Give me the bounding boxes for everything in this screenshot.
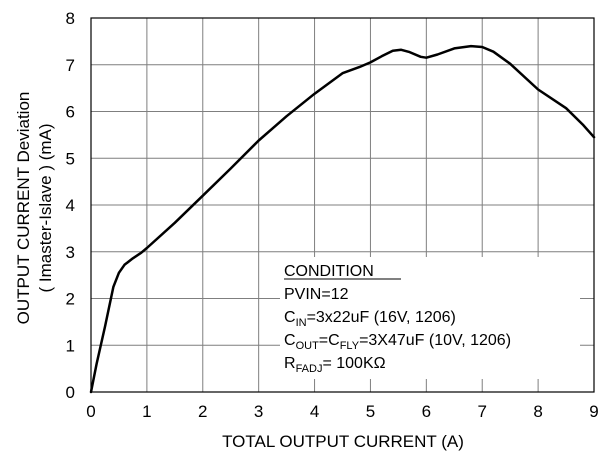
y-tick-label: 7 bbox=[66, 56, 75, 75]
condition-box: CONDITION PVIN=12 CIN=3x22uF (16V, 1206) CO… bbox=[280, 257, 580, 379]
plot-frame bbox=[90, 17, 595, 393]
x-tick-label: 0 bbox=[86, 402, 95, 421]
y-tick-label: 6 bbox=[66, 103, 75, 122]
y-axis-label-line-2: ( Imaster-Islave ) (mA) bbox=[36, 123, 55, 292]
x-tick-label: 4 bbox=[310, 402, 319, 421]
x-tick-labels: 0 1 2 3 4 5 6 7 8 9 bbox=[86, 402, 598, 421]
x-tick-label: 1 bbox=[142, 402, 151, 421]
y-axis-label: OUTPUT CURRENT Deviation ( Imaster-Islav… bbox=[14, 92, 55, 325]
y-tick-label: 5 bbox=[66, 149, 75, 168]
y-tick-labels: 0 1 2 3 4 5 6 7 8 bbox=[66, 9, 75, 402]
y-tick-label: 2 bbox=[66, 290, 75, 309]
condition-line: COUT=CFLY=3X47uF (10V, 1206) bbox=[284, 332, 511, 352]
condition-box-background bbox=[280, 257, 580, 379]
y-tick-label: 3 bbox=[66, 243, 75, 262]
x-tick-label: 6 bbox=[422, 402, 431, 421]
y-tick-label: 0 bbox=[66, 383, 75, 402]
x-tick-label: 8 bbox=[533, 402, 542, 421]
x-tick-label: 3 bbox=[254, 402, 263, 421]
x-tick-label: 2 bbox=[198, 402, 207, 421]
y-tick-label: 4 bbox=[66, 196, 75, 215]
series-line bbox=[89, 44, 596, 394]
y-tick-label: 1 bbox=[66, 336, 75, 355]
y-tick-label: 8 bbox=[66, 9, 75, 28]
condition-line: CIN=3x22uF (16V, 1206) bbox=[284, 309, 456, 329]
x-tick-label: 5 bbox=[366, 402, 375, 421]
x-tick-label: 9 bbox=[589, 402, 598, 421]
x-axis-label: TOTAL OUTPUT CURRENT (A) bbox=[222, 432, 464, 451]
condition-line: PVIN=12 bbox=[284, 286, 349, 303]
y-axis-label-line-1: OUTPUT CURRENT Deviation bbox=[14, 92, 33, 325]
condition-line: RFADJ= 100KΩ bbox=[284, 355, 386, 375]
condition-title: CONDITION bbox=[284, 263, 374, 280]
x-tick-label: 7 bbox=[477, 402, 486, 421]
